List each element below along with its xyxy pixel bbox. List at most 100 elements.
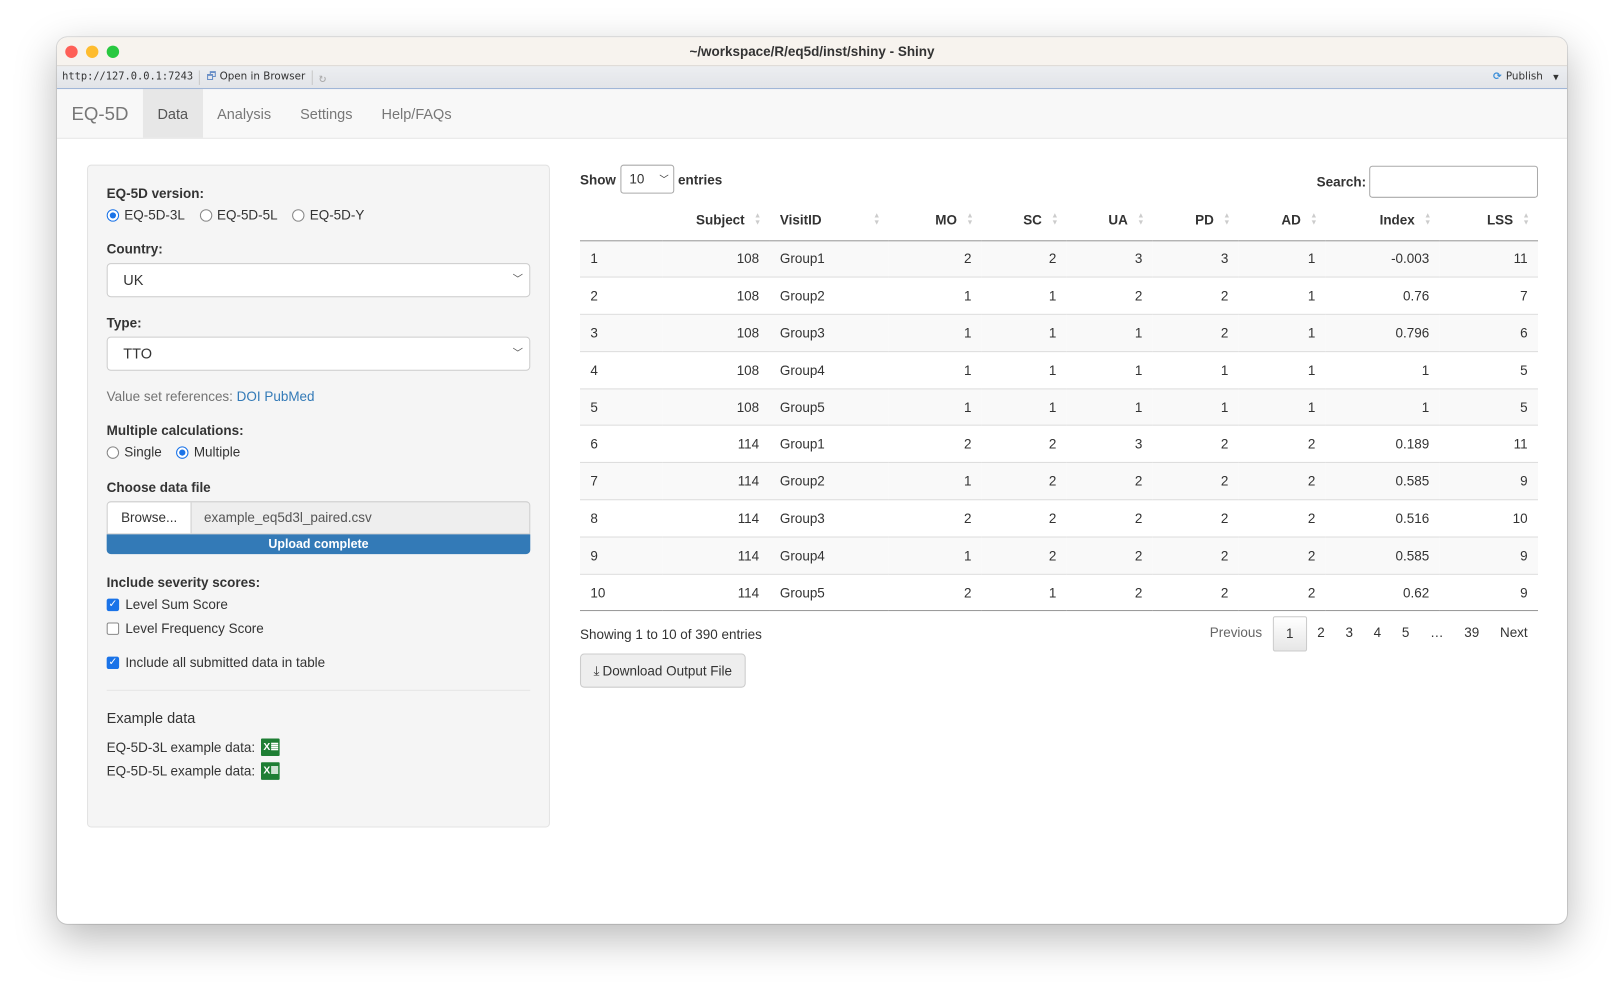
table-cell: 10 bbox=[579, 573, 663, 612]
table-cell: 2 bbox=[1066, 536, 1153, 574]
radio-eq5d-y[interactable]: EQ-5D-Y bbox=[292, 207, 364, 223]
page-button[interactable]: 5 bbox=[1401, 625, 1410, 641]
sort-icon: ▲ ▼ bbox=[1223, 212, 1231, 227]
table-cell: 2 bbox=[981, 536, 1067, 574]
doi-link[interactable]: DOI bbox=[236, 388, 261, 404]
page-button[interactable]: 3 bbox=[1345, 625, 1353, 641]
entries-length-select[interactable]: 10 ﹀ bbox=[620, 164, 674, 194]
open-in-browser-button[interactable]: 🗗 Open in Browser bbox=[206, 70, 306, 83]
column-header-ua[interactable]: UA ▲ ▼ bbox=[1066, 200, 1153, 241]
next-page-button[interactable]: Next bbox=[1499, 625, 1528, 641]
table-cell: 1 bbox=[888, 276, 982, 315]
column-header-pd[interactable]: PD ▲ ▼ bbox=[1152, 200, 1239, 241]
table-cell: 1 bbox=[981, 573, 1067, 612]
column-header-ad[interactable]: AD ▲ ▼ bbox=[1238, 200, 1326, 241]
country-label: Country: bbox=[106, 241, 163, 257]
pagination-ellipsis: … bbox=[1430, 625, 1444, 641]
table-cell: 2 bbox=[1066, 276, 1153, 315]
show-label: Show bbox=[579, 171, 616, 187]
table-cell: 2 bbox=[1238, 425, 1326, 463]
table-cell: 1 bbox=[1238, 313, 1326, 352]
table-cell: 6 bbox=[579, 425, 663, 463]
table-cell: Group4 bbox=[769, 536, 889, 574]
type-select[interactable]: TTO ﹀ bbox=[106, 336, 531, 371]
excel-icon[interactable]: X≣ bbox=[261, 738, 280, 757]
publish-button[interactable]: ⟳ Publish ▼ bbox=[1493, 66, 1559, 89]
tab-settings[interactable]: Settings bbox=[300, 105, 353, 123]
table-cell: 2 bbox=[1238, 499, 1326, 537]
radio-multiple[interactable]: Multiple bbox=[176, 444, 240, 460]
page-button[interactable]: 2 bbox=[1317, 625, 1325, 641]
search-input[interactable] bbox=[1369, 165, 1539, 198]
table-row: 6 114 Group1 2 2 3 2 2 0.189 11 bbox=[579, 425, 1539, 463]
radio-eq5d-3l[interactable]: EQ-5D-3L bbox=[106, 207, 185, 223]
table-cell: 4 bbox=[579, 350, 663, 389]
table-cell: 108 bbox=[662, 388, 770, 426]
table-cell: 108 bbox=[662, 240, 770, 278]
sort-icon: ▲ ▼ bbox=[966, 212, 974, 227]
column-header-lss[interactable]: LSS ▲ ▼ bbox=[1439, 200, 1539, 241]
table-cell: Group3 bbox=[769, 499, 889, 537]
minimize-window-button[interactable] bbox=[85, 45, 99, 58]
table-cell: 2 bbox=[1066, 462, 1153, 500]
pagination: Previous 1 2 3 4 5 … 39 Next bbox=[1199, 616, 1538, 652]
table-cell: 5 bbox=[579, 388, 663, 426]
table-cell: 2 bbox=[1152, 425, 1239, 463]
page-button[interactable]: 39 bbox=[1464, 625, 1480, 641]
table-cell: 1 bbox=[888, 462, 982, 500]
include-all-data-checkbox[interactable]: ✓ Include all submitted data in table bbox=[106, 654, 326, 671]
table-cell: 1 bbox=[1325, 350, 1440, 389]
radio-single[interactable]: Single bbox=[106, 444, 162, 460]
table-cell: Group5 bbox=[769, 388, 889, 426]
table-row: 5 108 Group5 1 1 1 1 1 1 5 bbox=[579, 388, 1539, 426]
refresh-icon[interactable]: ↻ bbox=[318, 69, 327, 85]
table-cell: 9 bbox=[1439, 536, 1539, 574]
maximize-window-button[interactable] bbox=[106, 45, 120, 58]
table-cell: Group3 bbox=[769, 313, 889, 352]
level-sum-score-checkbox[interactable]: ✓ Level Sum Score bbox=[106, 596, 228, 613]
download-output-button[interactable]: ⤓ Download Output File bbox=[579, 654, 746, 689]
table-cell: 8 bbox=[579, 499, 663, 537]
column-header-sc[interactable]: SC ▲ ▼ bbox=[981, 200, 1067, 241]
value-set-references: Value set references: DOI PubMed bbox=[106, 388, 315, 404]
table-cell: 2 bbox=[1152, 313, 1239, 352]
page-button[interactable]: 4 bbox=[1373, 625, 1382, 641]
table-cell: 2 bbox=[1152, 462, 1239, 500]
column-header-mo[interactable]: MO ▲ ▼ bbox=[888, 200, 982, 241]
close-window-button[interactable] bbox=[65, 45, 78, 58]
table-cell: Group4 bbox=[769, 350, 889, 389]
table-cell: 2 bbox=[888, 573, 982, 612]
browse-button[interactable]: Browse... bbox=[107, 502, 192, 534]
app-window: ~/workspace/R/eq5d/inst/shiny - Shiny ht… bbox=[56, 37, 1568, 924]
brand[interactable]: EQ-5D bbox=[71, 103, 129, 125]
column-header-subject[interactable]: Subject ▲ ▼ bbox=[662, 200, 770, 241]
column-header-index[interactable]: Index ▲ ▼ bbox=[1325, 200, 1440, 241]
upload-progress-bar: Upload complete bbox=[106, 534, 531, 555]
country-select[interactable]: UK ﹀ bbox=[106, 263, 531, 298]
table-info: Showing 1 to 10 of 390 entries bbox=[579, 626, 762, 643]
tab-analysis[interactable]: Analysis bbox=[217, 105, 272, 123]
previous-page-button[interactable]: Previous bbox=[1209, 625, 1263, 641]
table-cell: 1 bbox=[888, 350, 982, 389]
pubmed-link[interactable]: PubMed bbox=[264, 388, 315, 404]
table-cell: 5 bbox=[1439, 388, 1539, 426]
table-cell: 1 bbox=[1238, 276, 1326, 315]
table-cell: 1 bbox=[981, 350, 1067, 389]
sort-icon: ▲ ▼ bbox=[754, 212, 762, 227]
table-cell: 108 bbox=[662, 313, 770, 352]
table-cell: 108 bbox=[662, 350, 770, 389]
column-header-visitid[interactable]: VisitID ▲ ▼ bbox=[769, 200, 889, 241]
page-button[interactable]: 1 bbox=[1272, 616, 1307, 652]
table-cell: 1 bbox=[1238, 350, 1326, 389]
table-cell: 108 bbox=[662, 276, 770, 315]
level-frequency-score-checkbox[interactable]: Level Frequency Score bbox=[106, 620, 531, 636]
column-header-row-index[interactable] bbox=[579, 200, 663, 241]
table-cell: 2 bbox=[1152, 536, 1239, 574]
tab-help[interactable]: Help/FAQs bbox=[381, 105, 452, 123]
table-cell: 3 bbox=[1066, 425, 1153, 463]
sort-icon: ▲ ▼ bbox=[1310, 212, 1318, 227]
type-label: Type: bbox=[106, 314, 142, 331]
radio-eq5d-5l[interactable]: EQ-5D-5L bbox=[199, 207, 278, 223]
tab-data[interactable]: Data bbox=[142, 89, 203, 138]
excel-icon[interactable]: X≣ bbox=[261, 762, 280, 780]
